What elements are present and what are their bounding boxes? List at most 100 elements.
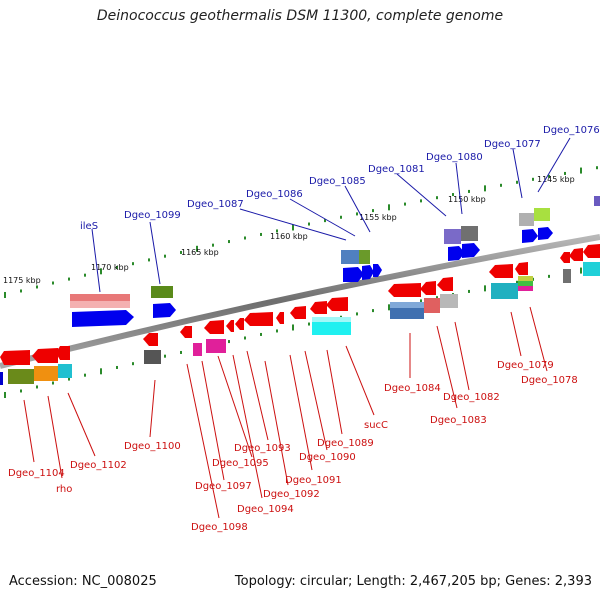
gene-label-Dgeo_1081: Dgeo_1081 bbox=[368, 164, 425, 175]
rail-tick bbox=[100, 268, 102, 275]
gene-box-edge bbox=[594, 196, 600, 206]
rail-tick bbox=[116, 265, 118, 269]
gene-label-Dgeo_1090: Dgeo_1090 bbox=[299, 452, 356, 463]
gene-box-right-cyan bbox=[583, 262, 600, 276]
gene-arrow-Dgeo_1086 bbox=[362, 265, 374, 280]
rail-tick bbox=[164, 254, 166, 258]
gene-box-Dgeo_1081 bbox=[444, 229, 461, 244]
gene-label-Dgeo_1094: Dgeo_1094 bbox=[237, 504, 294, 515]
rail-tick bbox=[52, 381, 54, 385]
rail-tick bbox=[20, 389, 22, 393]
gene-arrow-Dgeo_1089 bbox=[326, 297, 348, 311]
gene-arrow-Dgeo_1084 bbox=[388, 283, 421, 297]
rail-tick bbox=[372, 209, 374, 213]
gene-arrow-right-1 bbox=[560, 252, 570, 263]
gene-label-Dgeo_1077: Dgeo_1077 bbox=[484, 139, 541, 150]
gene-box-Dgeo_1080 bbox=[461, 226, 478, 241]
rail-tick bbox=[388, 204, 390, 211]
rail-tick bbox=[276, 329, 278, 333]
gene-label-Dgeo_1099: Dgeo_1099 bbox=[124, 210, 181, 221]
gene-arrow-Dgeo_1097 bbox=[204, 320, 224, 334]
forward-genes bbox=[70, 196, 600, 327]
rail-tick bbox=[356, 312, 358, 316]
rail-tick bbox=[340, 215, 342, 219]
rail-tick bbox=[164, 354, 166, 358]
gene-label-Dgeo_1078: Dgeo_1078 bbox=[521, 375, 578, 386]
gene-arrow-Dgeo_1080 bbox=[462, 243, 480, 258]
gene-label-Dgeo_1102: Dgeo_1102 bbox=[70, 460, 127, 471]
gene-arrow-Dgeo_1102 bbox=[56, 346, 70, 360]
labels-forward: ileS Dgeo_1099 Dgeo_1087 Dgeo_1086 Dgeo_… bbox=[80, 125, 600, 232]
kbp-label-1145: 1145 kbp bbox=[537, 175, 575, 184]
gene-label-Dgeo_1092: Dgeo_1092 bbox=[263, 489, 320, 500]
gene-arrow-Dgeo_1078 bbox=[515, 262, 528, 275]
gene-label-Dgeo_1080: Dgeo_1080 bbox=[426, 152, 483, 163]
gene-arrow-right-2 bbox=[569, 248, 583, 261]
rail-tick bbox=[116, 365, 118, 369]
rail-tick bbox=[20, 289, 22, 293]
rail-tick bbox=[260, 232, 262, 236]
gene-box-Dgeo_1098 bbox=[193, 343, 202, 356]
gene-box-Dgeo_1086 bbox=[359, 250, 370, 264]
rail-tick bbox=[148, 258, 150, 262]
gene-label-Dgeo_1097: Dgeo_1097 bbox=[195, 481, 252, 492]
rail-tick bbox=[356, 212, 358, 216]
gene-label-Dgeo_1095: Dgeo_1095 bbox=[212, 458, 269, 469]
kbp-label-1150: 1150 kbp bbox=[448, 195, 486, 204]
gene-arrow-Dgeo_1091 bbox=[290, 306, 306, 319]
rail-tick bbox=[292, 324, 294, 331]
kbp-label-1165: 1165 kbp bbox=[181, 248, 219, 257]
gene-label-Dgeo_1089: Dgeo_1089 bbox=[317, 438, 374, 449]
gene-label-Dgeo_1098: Dgeo_1098 bbox=[191, 522, 248, 533]
gene-label-Dgeo_1083: Dgeo_1083 bbox=[430, 415, 487, 426]
gene-box-edge-left bbox=[0, 372, 3, 385]
rail-tick bbox=[548, 274, 550, 278]
rail-tick bbox=[308, 322, 310, 326]
rail-tick bbox=[500, 183, 502, 187]
gene-box-right-grey bbox=[563, 269, 571, 283]
gene-label-sucC: sucC bbox=[364, 420, 388, 431]
rail-tick bbox=[308, 222, 310, 226]
rail-tick bbox=[548, 174, 550, 178]
gene-box-rho bbox=[34, 366, 58, 381]
rail-tick bbox=[404, 202, 406, 206]
labels-reverse: Dgeo_1104 rho Dgeo_1102 Dgeo_1100 Dgeo_1… bbox=[8, 360, 578, 533]
rail-tick bbox=[580, 167, 582, 174]
rail-tick bbox=[228, 240, 230, 244]
gene-label-Dgeo_1076: Dgeo_1076 bbox=[543, 125, 600, 136]
rail-tick bbox=[244, 336, 246, 340]
gene-label-Dgeo_1082: Dgeo_1082 bbox=[443, 392, 500, 403]
rail-tick bbox=[484, 285, 486, 292]
gene-box-Dgeo_1078b bbox=[518, 286, 533, 291]
rail-tick bbox=[420, 299, 422, 303]
map-title: Deinococcus geothermalis DSM 11300, comp… bbox=[96, 8, 504, 24]
gene-label-Dgeo_1100: Dgeo_1100 bbox=[124, 441, 181, 452]
gene-arrow-Dgeo_1081 bbox=[448, 246, 465, 261]
gene-box-Dgeo_1077 bbox=[519, 213, 534, 226]
rail-tick bbox=[196, 245, 198, 252]
rail-tick bbox=[596, 166, 598, 170]
gene-arrow-Dgeo_1083 bbox=[420, 281, 436, 295]
kbp-label-1155: 1155 kbp bbox=[359, 213, 397, 222]
gene-arrow-Dgeo_1104 bbox=[0, 350, 30, 365]
gene-box-Dgeo_1097 bbox=[206, 339, 226, 353]
gene-arrow-Dgeo_1099 bbox=[153, 303, 176, 318]
gene-label-Dgeo_1084: Dgeo_1084 bbox=[384, 383, 441, 394]
gene-box-Dgeo_1078 bbox=[518, 281, 533, 286]
rail-tick bbox=[420, 199, 422, 203]
rail-tick bbox=[244, 236, 246, 240]
gene-arrow-Dgeo_1079 bbox=[489, 264, 513, 278]
gene-arrow-Dgeo_1077 bbox=[522, 229, 538, 243]
rail-tick bbox=[372, 309, 374, 313]
genome-summary: Topology: circular; Length: 2,467,205 bp… bbox=[234, 574, 592, 589]
rail-tick bbox=[532, 177, 534, 181]
gene-arrow-rho bbox=[32, 348, 58, 363]
rail-tick bbox=[564, 171, 566, 175]
gene-label-Dgeo_1079: Dgeo_1079 bbox=[497, 360, 554, 371]
kbp-label-1175: 1175 kbp bbox=[3, 276, 41, 285]
rail-tick bbox=[324, 219, 326, 223]
gene-box-Dgeo_1099 bbox=[151, 286, 173, 298]
gene-label-Dgeo_1104: Dgeo_1104 bbox=[8, 468, 65, 479]
rail-tick bbox=[52, 281, 54, 285]
gene-box-Dgeo_1104 bbox=[8, 369, 34, 384]
